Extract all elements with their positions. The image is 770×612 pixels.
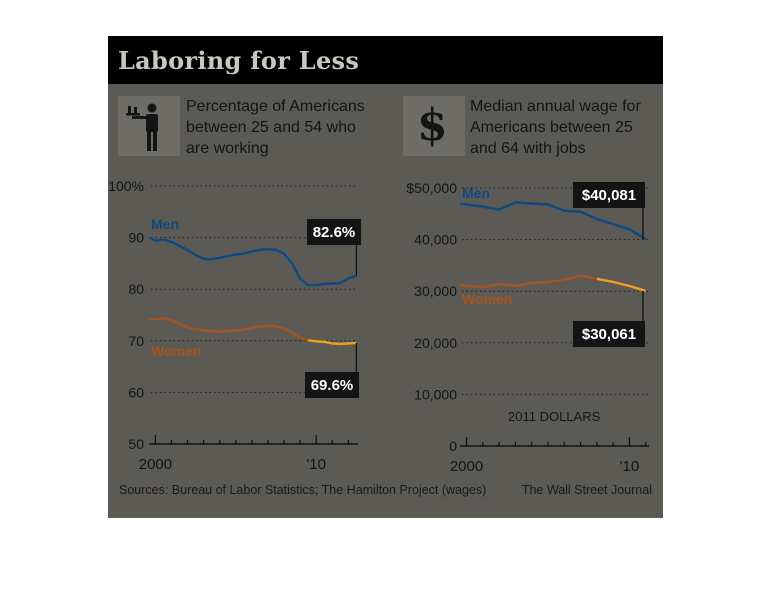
right-women-value-box [573, 321, 645, 347]
right-y-tick-label: 10,000 [414, 386, 457, 402]
right-men-value-label: $40,081 [582, 187, 636, 204]
left-y-tick-label: 60 [128, 384, 144, 400]
left-y-tick-label: 70 [128, 333, 144, 349]
left-women-series-label: Women [151, 343, 201, 359]
left-women-value-label: 69.6% [311, 377, 354, 394]
right-y-tick-label: 30,000 [414, 283, 457, 299]
left-men-series-label: Men [151, 216, 179, 232]
chart-title: Laboring for Less [118, 46, 360, 75]
left-y-tick-label: 90 [128, 230, 144, 246]
right-subtitle-line-3: and 64 with jobs [470, 140, 586, 157]
chart-figure: Laboring for Less $ Percentage of Americ… [108, 36, 663, 518]
right-y-tick-label: 40,000 [414, 232, 457, 248]
right-y-tick-label: $50,000 [406, 180, 457, 196]
right-men-value-box [573, 182, 645, 208]
left-men-value-label: 82.6% [313, 224, 356, 241]
source-note: Sources: Bureau of Labor Statistics; The… [119, 483, 487, 497]
left-y-tick-label: 100% [108, 178, 144, 194]
left-y-tick-label: 50 [128, 436, 144, 452]
right-men-line [459, 201, 647, 241]
right-women-recent-highlight [596, 277, 647, 293]
right-y-tick-label: 0 [449, 438, 457, 454]
right-women-value-label: $30,061 [582, 326, 636, 343]
left-men-value-box [307, 219, 361, 245]
left-women-line [148, 316, 357, 346]
title-bar: Laboring for Less [108, 36, 663, 84]
left-x-tick-label: '10 [306, 456, 326, 473]
credit-line: The Wall Street Journal [521, 483, 652, 497]
left-subtitle: Percentage of Americans between 25 and 5… [186, 96, 365, 159]
right-subtitle-line-1: Median annual wage for [470, 98, 641, 115]
dollar-symbol: $ [417, 100, 448, 151]
left-women-value-box [305, 372, 359, 398]
right-subtitle: Median annual wage for Americans between… [470, 96, 641, 159]
dollar-sign-icon: $ [403, 96, 465, 156]
left-women-recent-highlight [308, 339, 357, 346]
right-subtitle-line-2: Americans between 25 [470, 119, 633, 136]
left-men-line [148, 236, 357, 287]
left-x-tick-label: 2000 [139, 456, 172, 473]
right-men-series-label: Men [462, 185, 490, 201]
right-y-tick-label: 20,000 [414, 335, 457, 351]
left-y-tick-label: 80 [128, 281, 144, 297]
right-x-tick-label: 2000 [450, 458, 483, 475]
right-women-series-label: Women [462, 291, 512, 307]
right-x-tick-label: '10 [620, 458, 640, 475]
waiter-icon [118, 96, 180, 156]
left-subtitle-line-1: Percentage of Americans [186, 98, 365, 115]
charts-canvas: 100% 90 80 70 60 50 2000 '10 Men 82.6% Women 69.6% $… [108, 178, 649, 475]
left-subtitle-line-2: between 25 and 54 who [186, 119, 356, 136]
right-annotation: 2011 DOLLARS [508, 409, 601, 424]
left-subtitle-line-3: are working [186, 140, 269, 157]
